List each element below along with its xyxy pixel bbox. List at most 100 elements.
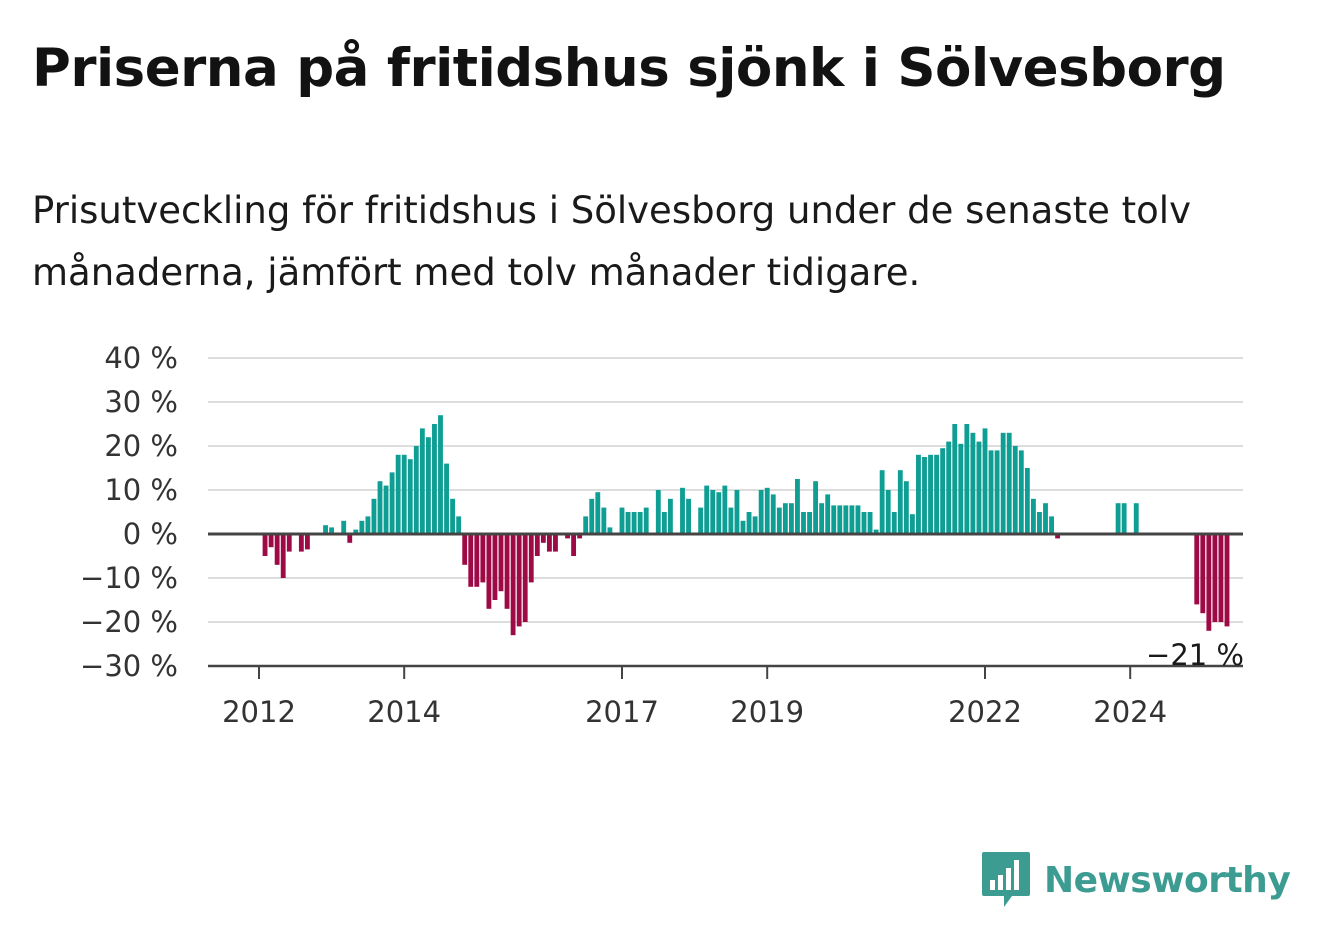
bar bbox=[903, 481, 909, 534]
bar bbox=[595, 492, 601, 534]
bar bbox=[401, 454, 407, 534]
x-tick-label: 2017 bbox=[585, 695, 659, 729]
chart-subtitle: Prisutveckling för fritidshus i Sölvesbo… bbox=[32, 189, 1191, 294]
bar bbox=[746, 512, 752, 534]
bar bbox=[722, 485, 728, 534]
bar bbox=[510, 534, 516, 636]
bar bbox=[661, 512, 667, 534]
bar bbox=[655, 490, 661, 534]
bar bbox=[680, 487, 685, 534]
bar bbox=[637, 512, 643, 534]
bar bbox=[849, 505, 855, 534]
bars bbox=[262, 415, 1230, 636]
bar bbox=[928, 454, 933, 534]
bar bbox=[782, 503, 788, 534]
bar bbox=[1018, 450, 1024, 534]
bar bbox=[795, 479, 800, 534]
bar bbox=[450, 498, 456, 534]
y-tick-label: 20 % bbox=[104, 429, 178, 463]
bar bbox=[565, 534, 570, 539]
bar bbox=[347, 534, 353, 543]
bar bbox=[480, 534, 486, 583]
bar bbox=[1206, 534, 1212, 631]
y-tick-label: −20 % bbox=[80, 605, 178, 639]
x-tick-label: 2024 bbox=[1093, 695, 1167, 729]
bar bbox=[819, 503, 825, 534]
axes bbox=[208, 532, 1243, 679]
bar bbox=[643, 507, 649, 534]
bar bbox=[964, 424, 970, 534]
bar bbox=[528, 534, 534, 583]
bar bbox=[1133, 503, 1139, 534]
bar bbox=[304, 534, 310, 550]
bar bbox=[716, 492, 722, 534]
bar bbox=[879, 470, 885, 534]
bar bbox=[934, 454, 940, 534]
bar bbox=[1200, 534, 1206, 614]
bar bbox=[667, 498, 673, 534]
bar bbox=[504, 534, 510, 609]
bar bbox=[571, 534, 577, 556]
bar bbox=[625, 512, 631, 534]
bar bbox=[922, 457, 927, 534]
bar bbox=[522, 534, 528, 622]
y-tick-label: 40 % bbox=[104, 341, 178, 375]
bar bbox=[952, 424, 958, 534]
bar bbox=[583, 516, 589, 534]
bar bbox=[909, 514, 915, 534]
bar bbox=[764, 487, 770, 534]
bar bbox=[353, 529, 359, 534]
bar bbox=[1218, 534, 1224, 622]
bar bbox=[377, 481, 383, 534]
tick-labels: 40 % 30 % 20 % 10 % 0 % −10 % −20 % −30 % 2012 20… bbox=[80, 341, 1244, 729]
newsworthy-logo: Newsworthy bbox=[980, 850, 1291, 910]
bar bbox=[268, 534, 274, 548]
bar bbox=[873, 529, 879, 534]
x-tick-label: 2022 bbox=[948, 695, 1022, 729]
bar bbox=[553, 534, 558, 552]
bar bbox=[419, 428, 425, 534]
bar bbox=[438, 415, 443, 534]
bar bbox=[486, 534, 492, 609]
y-tick-label: 10 % bbox=[104, 473, 178, 507]
bar bbox=[607, 527, 613, 534]
bar bbox=[329, 527, 335, 534]
bar bbox=[516, 534, 522, 627]
bar bbox=[855, 505, 861, 534]
bar bbox=[837, 505, 843, 534]
bar bbox=[407, 459, 413, 534]
bar bbox=[788, 503, 794, 534]
bar bbox=[776, 507, 782, 534]
bar bbox=[280, 534, 286, 578]
bar bbox=[825, 494, 831, 534]
bar bbox=[1194, 534, 1200, 605]
bar bbox=[728, 507, 734, 534]
bar bbox=[1055, 534, 1061, 539]
bar bbox=[758, 490, 764, 534]
bar bbox=[371, 498, 377, 534]
bar bbox=[940, 448, 946, 534]
bar bbox=[891, 512, 897, 534]
bar bbox=[982, 428, 988, 534]
bar bbox=[1049, 516, 1054, 534]
bar bbox=[425, 437, 431, 534]
bar bbox=[492, 534, 498, 600]
bar bbox=[843, 505, 849, 534]
chart-title: Priserna på fritidshus sjönk i Sölvesbor… bbox=[32, 38, 1226, 99]
bar bbox=[704, 485, 710, 534]
bar bbox=[631, 512, 637, 534]
bar bbox=[1030, 498, 1036, 534]
bar bbox=[1224, 534, 1230, 627]
bar-chart-speech-bubble-icon bbox=[982, 852, 1030, 907]
bar bbox=[540, 534, 546, 543]
bar bbox=[534, 534, 540, 556]
bar bbox=[1043, 503, 1048, 534]
y-tick-label: 0 % bbox=[123, 517, 178, 551]
bar bbox=[286, 534, 292, 552]
bar bbox=[770, 494, 776, 534]
bar bbox=[813, 481, 819, 534]
bar bbox=[752, 516, 758, 534]
bar bbox=[801, 512, 806, 534]
bar bbox=[1024, 468, 1030, 534]
bar bbox=[1006, 432, 1012, 534]
